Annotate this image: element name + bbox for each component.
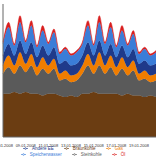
svg-text:17.01.2008: 17.01.2008 xyxy=(106,143,127,148)
svg-text:19.01.2008: 19.01.2008 xyxy=(129,143,150,148)
svg-text:15.01.2008: 15.01.2008 xyxy=(84,143,105,148)
svg-text:09.01.2008: 09.01.2008 xyxy=(16,143,37,148)
svg-text:11.01.2008: 11.01.2008 xyxy=(38,143,58,148)
svg-text:13.01.2008: 13.01.2008 xyxy=(61,143,82,148)
svg-text:07.01.2008: 07.01.2008 xyxy=(8,143,14,148)
